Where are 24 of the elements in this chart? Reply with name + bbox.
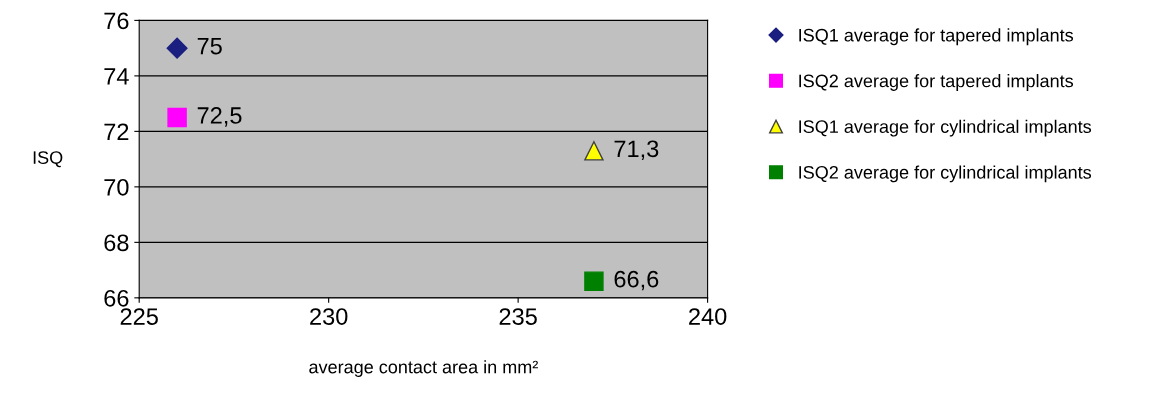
y-tick-label: 72 — [104, 123, 129, 140]
x-tick-label: 240 — [689, 308, 727, 325]
legend-label: ISQ1 average for tapered implants — [799, 28, 1074, 46]
legend-label: ISQ2 average for tapered implants — [799, 74, 1074, 91]
x-tick-label: 225 — [120, 308, 158, 325]
y-tick-label: 66 — [104, 289, 129, 307]
x-axis-title: average contact area in mm² — [309, 360, 538, 377]
y-axis-title: ISQ — [33, 151, 63, 168]
x-tick-label: 235 — [499, 308, 537, 325]
point — [584, 141, 604, 161]
y-tick-label: 68 — [104, 234, 129, 252]
x-tick-label: 230 — [310, 308, 348, 325]
point — [166, 37, 188, 59]
point — [584, 271, 604, 291]
data-label: 72,5 — [197, 107, 242, 127]
point — [167, 107, 187, 128]
data-label: 71,3 — [614, 140, 659, 160]
y-tick-label: 70 — [104, 178, 129, 196]
y-tick-label: 74 — [104, 68, 129, 85]
legend-label: ISQ2 average for cylindrical implants — [799, 165, 1092, 183]
data-label: 75 — [197, 38, 222, 55]
legend-label: ISQ1 average for cylindrical implants — [799, 119, 1092, 137]
data-label: 66,6 — [614, 270, 659, 291]
y-tick-label: 76 — [104, 12, 129, 30]
